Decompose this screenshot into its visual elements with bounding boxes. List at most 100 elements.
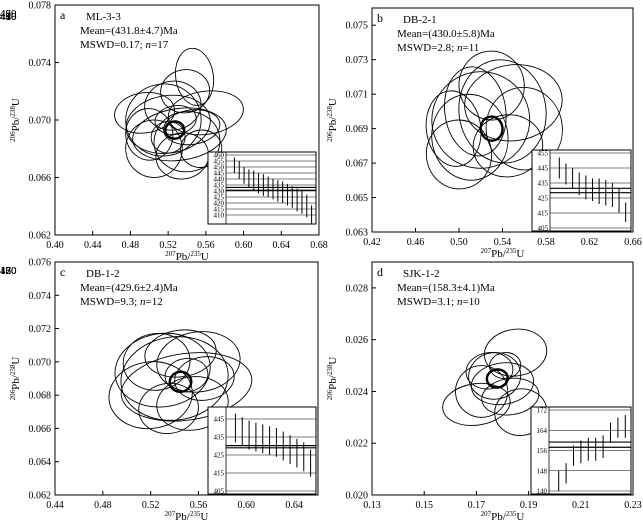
x-axis-label-superscript: 207 bbox=[481, 510, 492, 518]
y-axis-label-text: Pb/ bbox=[10, 374, 22, 390]
y-tick-label: 0.022 bbox=[346, 439, 369, 450]
data-ellipse bbox=[167, 90, 244, 136]
concordia-age-mark bbox=[0, 0, 2, 2]
concordia-age-label: 460 bbox=[0, 265, 17, 277]
y-tick-label: 0.020 bbox=[346, 491, 369, 502]
concordia-age-mark bbox=[0, 0, 2, 2]
concordia-age-mark bbox=[0, 0, 2, 2]
y-tick-label: 0.075 bbox=[346, 21, 369, 32]
inset-y-tick-label: 410 bbox=[214, 212, 225, 220]
concordia-age-mark bbox=[0, 0, 2, 2]
x-tick-label: 0.48 bbox=[94, 500, 112, 511]
concordia-age-mark bbox=[0, 0, 2, 2]
x-axis-label-superscript: 207 bbox=[165, 250, 176, 258]
concordia-age-mark bbox=[0, 0, 2, 2]
inset-y-tick-label: 445 bbox=[538, 165, 549, 173]
data-ellipse bbox=[160, 69, 211, 114]
x-tick-label: 0.52 bbox=[159, 240, 177, 251]
concordia-age-label: 130 bbox=[0, 265, 17, 277]
y-axis-label-text: U bbox=[10, 98, 22, 106]
plot-area bbox=[0, 0, 548, 436]
inset-y-tick-label: 172 bbox=[537, 407, 548, 415]
x-tick-label: 0.64 bbox=[285, 500, 303, 511]
x-tick-label: 0.42 bbox=[363, 237, 381, 248]
x-tick-label: 0.56 bbox=[190, 500, 208, 511]
data-ellipse bbox=[174, 47, 215, 106]
y-axis-label-superscript: 206 bbox=[326, 389, 334, 400]
mswd-text: MSWD=0.17; n=17 bbox=[80, 39, 169, 51]
concordia-age-mark bbox=[0, 0, 2, 2]
concordia-age-mark bbox=[0, 0, 2, 2]
weighted-mean-inset: 405 415 425 435 445 bbox=[207, 406, 317, 496]
inset-y-tick-label: 455 bbox=[538, 150, 549, 158]
mswd-value: MSWD=3.1; bbox=[397, 296, 457, 308]
inset-y-tick-label: 440 bbox=[214, 176, 225, 184]
y-tick-label: 0.066 bbox=[29, 173, 52, 184]
y-axis-label: 206Pb/238U bbox=[326, 98, 339, 142]
n-symbol: n bbox=[140, 296, 146, 308]
data-ellipse bbox=[442, 382, 511, 426]
concordia-age-mark bbox=[0, 0, 2, 2]
x-tick-label: 0.48 bbox=[122, 240, 140, 251]
concordia-age-label: 460 bbox=[0, 8, 17, 20]
mean-age-text: Mean=(158.3±4.1)Ma bbox=[397, 282, 495, 294]
inset-y-tick-label: 415 bbox=[214, 470, 225, 478]
y-axis-label-text: U bbox=[10, 357, 22, 365]
data-ellipse bbox=[425, 119, 493, 190]
inset-y-tick-label: 435 bbox=[214, 182, 225, 190]
y-axis-label-superscript: 206 bbox=[9, 389, 17, 400]
inset-y-tick-label: 455 bbox=[214, 158, 225, 166]
y-tick-label: 0.066 bbox=[29, 424, 52, 435]
x-tick-label: 0.15 bbox=[415, 500, 433, 511]
concordia-age-label: 150 bbox=[0, 265, 17, 277]
data-ellipse bbox=[485, 86, 563, 171]
concordia-age-mark bbox=[0, 0, 2, 2]
x-tick-label: 0.44 bbox=[46, 500, 64, 511]
x-tick-label: 0.62 bbox=[581, 237, 599, 248]
n-symbol: n bbox=[457, 42, 463, 54]
x-axis-label-superscript: 235 bbox=[190, 250, 201, 258]
x-axis-label-superscript: 235 bbox=[506, 247, 517, 255]
data-ellipse bbox=[458, 50, 525, 121]
inset-y-tick-label: 460 bbox=[214, 152, 225, 160]
x-tick-label: 0.60 bbox=[235, 240, 253, 251]
mswd-value: MSWD=0.17; bbox=[80, 39, 145, 51]
data-ellipse bbox=[431, 71, 531, 169]
x-tick-label: 0.21 bbox=[572, 500, 590, 511]
y-axis-label-superscript: 238 bbox=[326, 106, 334, 117]
inset-y-tick-label: 140 bbox=[537, 488, 548, 496]
y-axis-label-superscript: 238 bbox=[9, 106, 17, 117]
panel-letter: c bbox=[60, 265, 65, 279]
plot-frame bbox=[371, 261, 634, 496]
x-axis-label-text: Pb/ bbox=[175, 511, 191, 522]
weighted-mean-inset: 140 148 156 164 172 bbox=[530, 406, 632, 496]
y-tick-label: 0.069 bbox=[346, 124, 369, 135]
x-tick-label: 0.52 bbox=[142, 500, 160, 511]
data-ellipse bbox=[425, 90, 482, 167]
y-tick-label: 0.071 bbox=[346, 90, 369, 101]
concordia-age-mark bbox=[0, 0, 2, 2]
x-axis-label: 207Pb/235U bbox=[165, 510, 209, 522]
y-axis-label-text: Pb/ bbox=[327, 374, 339, 390]
data-ellipse bbox=[464, 64, 563, 142]
inset-y-tick-label: 164 bbox=[537, 427, 548, 435]
inset-y-tick-label: 445 bbox=[214, 416, 225, 424]
data-ellipse bbox=[125, 108, 174, 161]
inset-y-tick-label: 420 bbox=[214, 200, 225, 208]
inset-y-tick-label: 425 bbox=[214, 194, 225, 202]
inset-y-tick-label: 425 bbox=[214, 452, 225, 460]
y-tick-label: 0.065 bbox=[346, 193, 369, 204]
mswd-text: MSWD=9.3; n=12 bbox=[80, 296, 163, 308]
data-ellipse bbox=[164, 357, 209, 393]
inset-y-tick-label: 415 bbox=[214, 206, 225, 214]
concordia-age-mark bbox=[0, 0, 2, 2]
y-tick-label: 0.028 bbox=[346, 283, 369, 294]
x-tick-label: 0.44 bbox=[84, 240, 102, 251]
plot-area bbox=[0, 0, 253, 434]
inset-y-tick-label: 405 bbox=[538, 225, 549, 233]
concordia-age-label: 440 bbox=[0, 11, 17, 23]
x-tick-label: 0.68 bbox=[310, 240, 328, 251]
x-tick-label: 0.50 bbox=[450, 237, 468, 248]
concordia-age-mark bbox=[0, 0, 2, 2]
